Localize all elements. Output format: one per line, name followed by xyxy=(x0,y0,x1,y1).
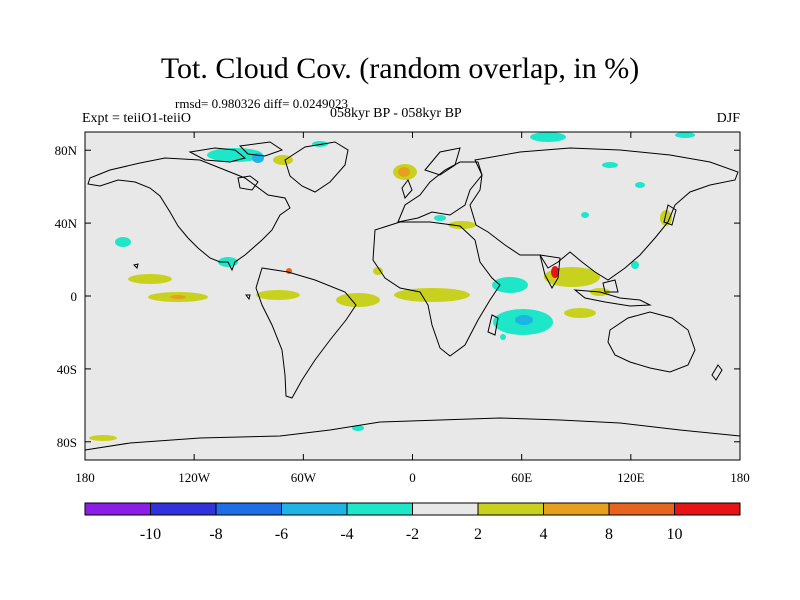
coastline xyxy=(284,141,349,193)
colorbar-swatch xyxy=(346,502,413,516)
axis-ticks: 80N 40N 0 40S 80S 180 120W 60W 0 60E 120E 180 xyxy=(55,132,750,485)
colorbar-label: 8 xyxy=(605,526,613,543)
anomaly-patch xyxy=(492,277,528,293)
anomaly-patch xyxy=(564,308,596,318)
coastline xyxy=(469,147,739,281)
anomaly-patch xyxy=(128,274,172,284)
colorbar-swatch xyxy=(608,502,675,516)
lon-tick-label: 60W xyxy=(291,470,317,485)
coastline xyxy=(424,147,461,176)
colorbar-swatch xyxy=(84,502,151,516)
lat-tick-label: 80N xyxy=(55,143,78,158)
map-title: Tot. Cloud Cov. (random overlap, in %) xyxy=(160,52,640,85)
colorbar-swatch xyxy=(477,502,544,516)
lon-tick-label: 180 xyxy=(75,470,95,485)
season-label: DJF xyxy=(716,111,740,126)
anomaly-patch xyxy=(394,288,470,302)
colorbar-label: -4 xyxy=(340,526,353,543)
coastline xyxy=(245,294,251,301)
map-area: 80N 40N 0 40S 80S 180 120W 60W 0 60E 120E 180 xyxy=(55,131,750,485)
colorbar: -10 -8 -6 -4 -2 2 4 8 10 xyxy=(84,502,741,543)
anomaly-patch xyxy=(256,290,300,300)
coastline xyxy=(573,289,652,307)
coastline xyxy=(602,279,619,293)
period-label: 058kyr BP - 058kyr BP xyxy=(330,106,462,121)
anomaly-patch xyxy=(170,295,186,299)
anomaly-patch xyxy=(373,267,383,275)
coastline xyxy=(539,254,561,290)
anomaly-patch xyxy=(89,435,117,441)
coastline xyxy=(487,314,499,336)
anomaly-patch xyxy=(675,132,695,138)
anomaly-patches xyxy=(89,132,695,441)
coastline xyxy=(84,417,741,451)
lon-tick-label: 120E xyxy=(617,470,645,485)
colorbar-swatch xyxy=(150,502,217,516)
coastline xyxy=(237,175,259,191)
colorbar-label: -10 xyxy=(140,526,161,543)
anomaly-patch xyxy=(336,293,380,307)
coastline xyxy=(711,364,723,381)
coastline xyxy=(255,267,357,399)
lat-tick-label: 40S xyxy=(57,362,77,377)
colorbar-swatch xyxy=(543,502,610,516)
anomaly-patch xyxy=(207,148,263,162)
coastline xyxy=(397,161,483,223)
coastline xyxy=(401,178,413,200)
anomaly-patch xyxy=(551,266,559,278)
lon-tick-label: 180 xyxy=(730,470,750,485)
anomaly-patch xyxy=(500,334,506,340)
colorbar-swatch xyxy=(281,502,348,516)
colorbar-swatch xyxy=(412,502,479,516)
coastline xyxy=(663,204,677,226)
colorbar-label: -2 xyxy=(406,526,419,543)
anomaly-patch xyxy=(515,315,533,325)
lon-tick-label: 60E xyxy=(511,470,532,485)
lat-tick-label: 80S xyxy=(57,435,77,450)
anomaly-patch xyxy=(434,215,446,221)
lon-tick-label: 0 xyxy=(409,470,416,485)
anomaly-patch xyxy=(635,182,645,188)
colorbar-swatch xyxy=(215,502,282,516)
lat-tick-label: 40N xyxy=(55,216,78,231)
coastline xyxy=(87,157,291,272)
colorbar-label: -6 xyxy=(275,526,288,543)
anomaly-patch xyxy=(398,167,410,177)
experiment-label: Expt = teiiO1-teiiO xyxy=(82,111,191,126)
lat-tick-label: 0 xyxy=(71,289,78,304)
anomaly-patch xyxy=(602,162,618,168)
colorbar-label: 2 xyxy=(474,526,482,543)
coastline xyxy=(372,221,501,357)
colorbar-label: -8 xyxy=(209,526,222,543)
coastline xyxy=(238,141,284,157)
coastline xyxy=(607,311,696,373)
stats-text: rmsd= 0.980326 diff= 0.0249023 xyxy=(175,96,348,111)
lon-tick-label: 120W xyxy=(178,470,211,485)
colorbar-label: 4 xyxy=(540,526,548,543)
anomaly-patch xyxy=(660,210,672,226)
coastline xyxy=(188,147,247,163)
anomaly-patch xyxy=(631,261,639,269)
colorbar-label: 10 xyxy=(667,526,683,543)
coastline xyxy=(133,263,139,269)
anomaly-patch xyxy=(530,132,566,142)
colorbar-swatch xyxy=(674,502,741,516)
anomaly-patch xyxy=(448,221,476,229)
coastlines xyxy=(84,141,741,451)
anomaly-patch xyxy=(581,212,589,218)
anomaly-patch xyxy=(115,237,131,247)
